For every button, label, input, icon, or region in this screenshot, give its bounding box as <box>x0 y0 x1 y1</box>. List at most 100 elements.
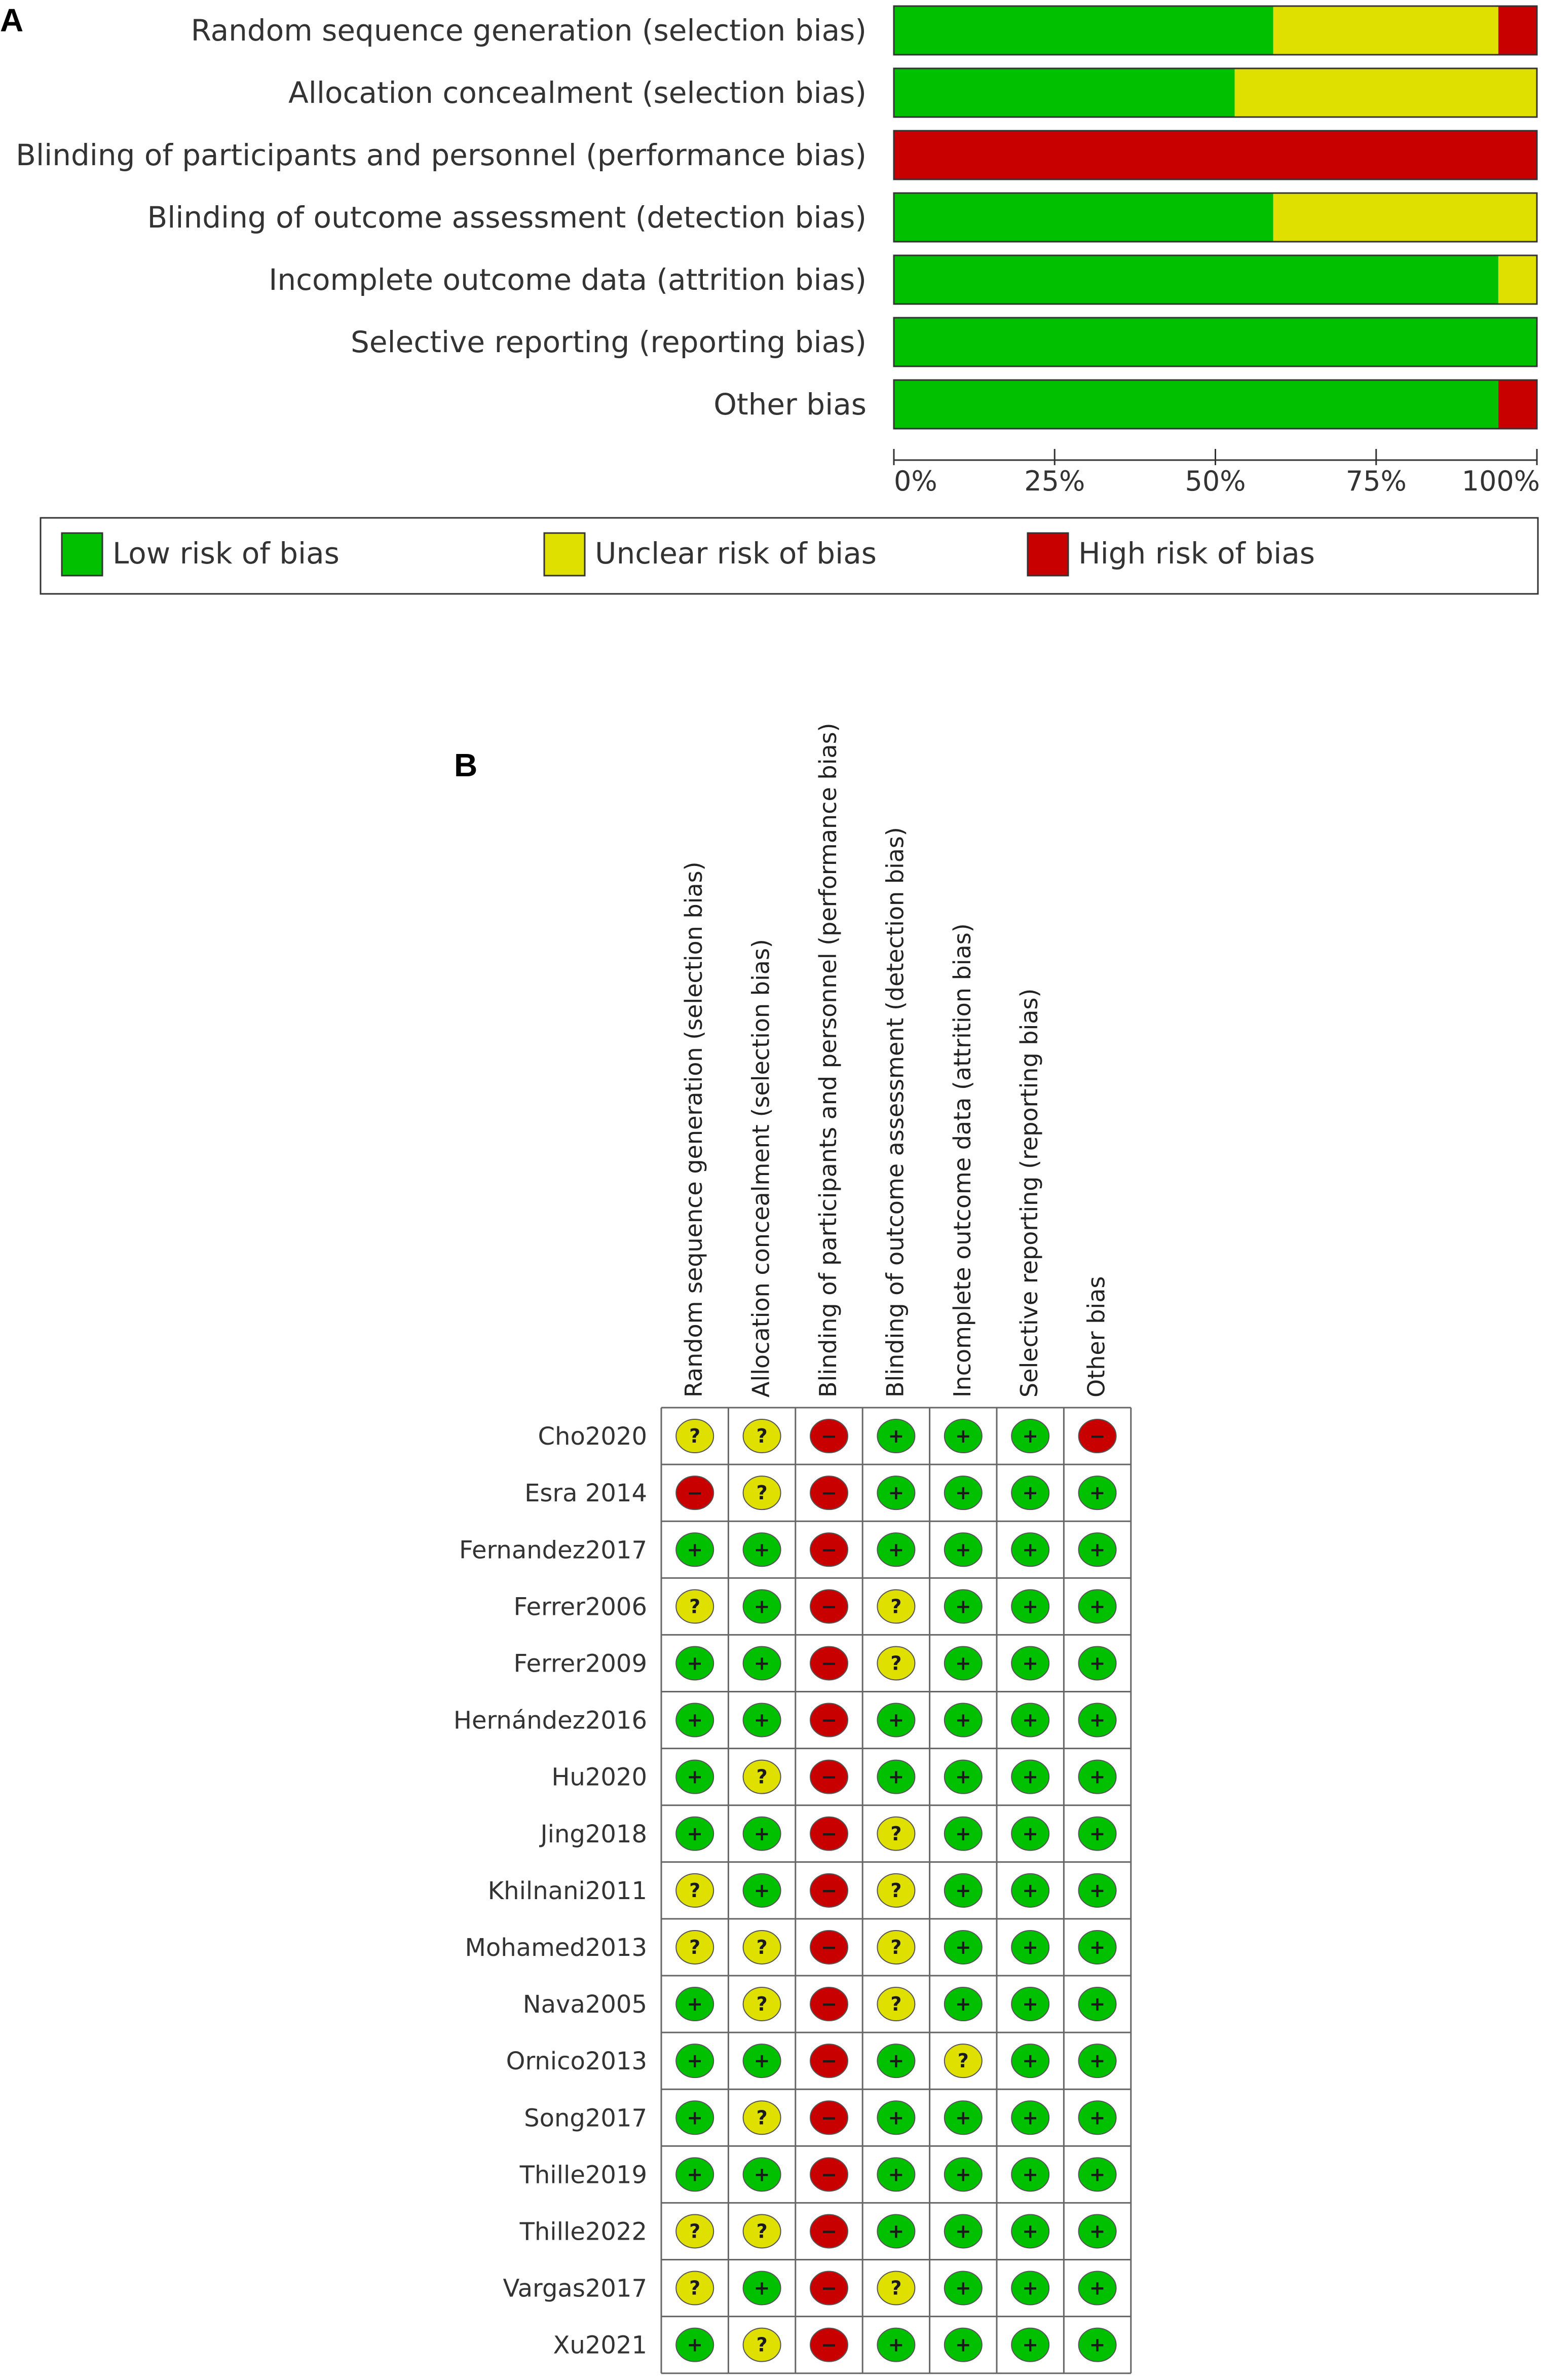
judgement-symbol-r8-c2: + <box>754 1823 770 1845</box>
bar-label-blinding-of-participants-and-personnel-performance-bias: Blinding of participants and personnel (… <box>16 138 867 172</box>
judgement-symbol-r15-c1: ? <box>689 2220 700 2242</box>
judgement-low-r5-c2 <box>742 1646 781 1681</box>
judgement-symbol-r10-c6: + <box>1022 1936 1038 1958</box>
judgement-symbol-r14-c2: + <box>754 2163 770 2185</box>
judgement-symbol-r7-c1: + <box>687 1766 703 1788</box>
risk-of-bias-study-table: Random sequence generation (selection bi… <box>454 723 1132 2374</box>
judgement-symbol-r16-c6: + <box>1022 2277 1038 2299</box>
judgement-symbol-r1-c7: − <box>1089 1425 1106 1447</box>
bar-segment-high-1 <box>1498 6 1537 55</box>
legend-swatch-high <box>1027 532 1069 577</box>
judgement-low-r10-c6 <box>1011 1930 1050 1965</box>
judgement-high-r4-c3 <box>810 1589 848 1624</box>
judgement-low-r16-c6 <box>1011 2271 1050 2306</box>
judgement-symbol-r10-c5: + <box>955 1936 971 1958</box>
bar-segment-unclear-1 <box>1273 6 1498 55</box>
judgement-low-r11-c6 <box>1011 1987 1050 2022</box>
judgement-low-r15-c4 <box>877 2214 916 2249</box>
judgement-symbol-r5-c5: + <box>955 1652 971 1674</box>
judgement-symbol-r12-c4: + <box>888 2050 904 2072</box>
judgement-low-r17-c1 <box>675 2327 714 2362</box>
judgement-high-r17-c3 <box>810 2327 848 2362</box>
judgement-unclear-r15-c2 <box>742 2214 781 2249</box>
judgement-low-r1-c5 <box>944 1419 983 1454</box>
judgement-low-r16-c2 <box>742 2271 781 2306</box>
judgement-symbol-r17-c6: + <box>1022 2334 1038 2356</box>
judgement-low-r8-c2 <box>742 1816 781 1851</box>
judgement-symbol-r6-c7: + <box>1089 1709 1106 1731</box>
judgement-high-r1-c7 <box>1078 1419 1117 1454</box>
judgement-symbol-r8-c7: + <box>1089 1823 1106 1845</box>
bar-label-other-bias: Other bias <box>713 387 867 422</box>
judgement-low-r7-c4 <box>877 1759 916 1794</box>
bar-outline-1 <box>893 5 1538 56</box>
judgement-symbol-r7-c2: ? <box>757 1766 768 1788</box>
judgement-symbol-r8-c5: + <box>955 1823 971 1845</box>
judgement-symbol-r6-c5: + <box>955 1709 971 1731</box>
judgement-symbol-r10-c3: − <box>821 1936 837 1958</box>
judgement-symbol-r11-c6: + <box>1022 1993 1038 2015</box>
judgement-high-r9-c3 <box>810 1873 848 1908</box>
judgement-unclear-r13-c2 <box>742 2100 781 2135</box>
panel-b-label: B <box>454 747 477 783</box>
judgement-high-r2-c3 <box>810 1476 848 1510</box>
judgement-symbol-r4-c1: ? <box>689 1595 700 1617</box>
judgement-low-r15-c6 <box>1011 2214 1050 2249</box>
bar-label-allocation-concealment-selection-bias: Allocation concealment (selection bias) <box>288 75 867 110</box>
judgement-symbol-r3-c6: + <box>1022 1538 1038 1561</box>
judgement-low-r5-c7 <box>1078 1646 1117 1681</box>
study-label-ferrer2006: Ferrer2006 <box>513 1593 647 1621</box>
judgement-symbol-r8-c3: − <box>821 1823 837 1845</box>
judgement-symbol-r11-c2: ? <box>757 1993 768 2015</box>
legend-label-low: Low risk of bias <box>112 536 340 571</box>
judgement-symbol-r12-c1: + <box>687 2050 703 2072</box>
column-header-blinding-of-outcome-assessment-detection-bias: Blinding of outcome assessment (detectio… <box>881 827 909 1397</box>
judgement-low-r14-c2 <box>742 2157 781 2192</box>
x-tick-label-2: 50% <box>1185 465 1246 497</box>
judgement-low-r11-c5 <box>944 1987 983 2022</box>
judgement-symbol-r12-c5: ? <box>958 2050 969 2072</box>
judgement-symbol-r9-c3: − <box>821 1879 837 1902</box>
bar-label-blinding-of-outcome-assessment-detection-bias: Blinding of outcome assessment (detectio… <box>147 200 867 235</box>
bar-segment-low-1 <box>894 6 1273 55</box>
study-label-thille2022: Thille2022 <box>519 2217 647 2246</box>
judgement-low-r12-c6 <box>1011 2044 1050 2079</box>
judgement-high-r13-c3 <box>810 2100 848 2135</box>
bar-segment-unclear-5 <box>1498 255 1537 304</box>
judgement-symbol-r1-c1: ? <box>689 1425 700 1447</box>
judgement-high-r14-c3 <box>810 2157 848 2192</box>
study-label-vargas2017: Vargas2017 <box>503 2275 647 2303</box>
judgement-unclear-r16-c1 <box>675 2271 714 2306</box>
judgement-symbol-r10-c2: ? <box>757 1936 768 1958</box>
judgement-high-r12-c3 <box>810 2044 848 2079</box>
judgement-low-r11-c1 <box>675 1987 714 2022</box>
judgement-low-r12-c2 <box>742 2044 781 2079</box>
study-label-mohamed2013: Mohamed2013 <box>465 1934 647 1962</box>
judgement-low-r5-c1 <box>675 1646 714 1681</box>
judgement-symbol-r9-c5: + <box>955 1879 971 1902</box>
judgement-symbol-r16-c2: + <box>754 2277 770 2299</box>
judgement-symbol-r5-c1: + <box>687 1652 703 1674</box>
judgement-low-r7-c7 <box>1078 1759 1117 1794</box>
judgement-unclear-r10-c1 <box>675 1930 714 1965</box>
judgement-low-r6-c4 <box>877 1703 916 1737</box>
judgement-high-r2-c1 <box>675 1476 714 1510</box>
judgement-high-r5-c3 <box>810 1646 848 1681</box>
judgement-low-r4-c5 <box>944 1589 983 1624</box>
judgement-unclear-r9-c4 <box>877 1873 916 1908</box>
judgement-symbol-r13-c7: + <box>1089 2106 1106 2129</box>
judgement-symbol-r17-c3: − <box>821 2334 837 2356</box>
judgement-symbol-r17-c1: + <box>687 2334 703 2356</box>
column-header-incomplete-outcome-data-attrition-bias: Incomplete outcome data (attrition bias) <box>949 923 976 1397</box>
judgement-unclear-r8-c4 <box>877 1816 916 1851</box>
judgement-symbol-r7-c6: + <box>1022 1766 1038 1788</box>
judgement-symbol-r1-c3: − <box>821 1425 837 1447</box>
judgement-unclear-r15-c1 <box>675 2214 714 2249</box>
judgement-low-r2-c5 <box>944 1476 983 1510</box>
judgement-low-r17-c7 <box>1078 2327 1117 2362</box>
judgement-low-r9-c6 <box>1011 1873 1050 1908</box>
judgement-low-r14-c4 <box>877 2157 916 2192</box>
column-header-random-sequence-generation-selection-bias: Random sequence generation (selection bi… <box>680 861 707 1397</box>
judgement-low-r3-c4 <box>877 1532 916 1567</box>
judgement-low-r13-c6 <box>1011 2100 1050 2135</box>
